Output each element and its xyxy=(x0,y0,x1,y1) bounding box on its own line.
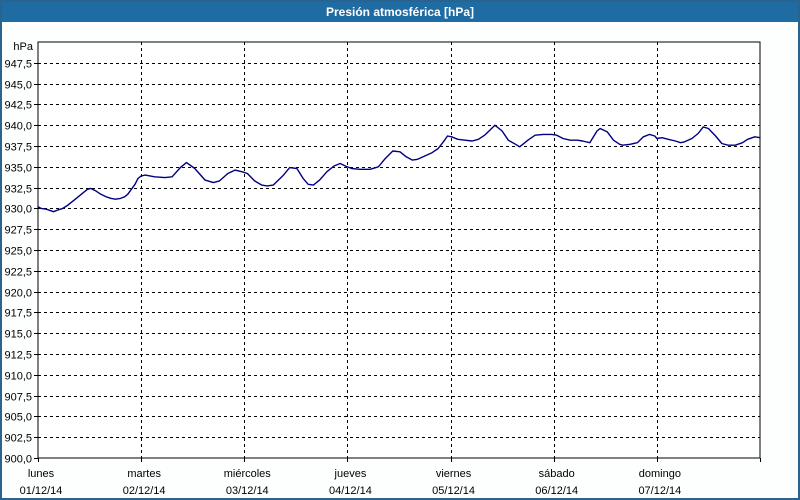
y-tick-label: 907,5 xyxy=(4,392,32,404)
y-tick-label: 925,0 xyxy=(4,246,32,258)
y-tick-label: 945,0 xyxy=(4,80,32,92)
y-tick-label: 910,0 xyxy=(4,371,32,383)
y-tick-label: 932,5 xyxy=(4,184,32,196)
x-tick-date-label: 02/12/14 xyxy=(123,485,166,497)
y-tick-label: 927,5 xyxy=(4,225,32,237)
x-tick-day-label: sábado xyxy=(539,468,575,480)
y-axis-unit-label: hPa xyxy=(13,41,33,53)
x-tick-date-label: 04/12/14 xyxy=(329,485,372,497)
pressure-line xyxy=(37,124,761,213)
y-tick-label: 930,0 xyxy=(4,204,32,216)
y-tick-label: 935,0 xyxy=(4,163,32,175)
y-tick-label: 905,0 xyxy=(4,412,32,424)
y-tick-label: 915,0 xyxy=(4,329,32,341)
y-tick-label: 920,0 xyxy=(4,288,32,300)
y-tick-label: 900,0 xyxy=(4,454,32,466)
chart-title: Presión atmosférica [hPa] xyxy=(325,5,475,19)
x-tick-date-label: 05/12/14 xyxy=(432,485,475,497)
x-tick-date-label: 03/12/14 xyxy=(226,485,269,497)
y-tick-label: 937,5 xyxy=(4,142,32,154)
x-tick-day-label: martes xyxy=(127,468,161,480)
x-tick-day-label: viernes xyxy=(436,468,472,480)
x-tick-date-label: 07/12/14 xyxy=(638,485,681,497)
y-tick-label: 902,5 xyxy=(4,433,32,445)
y-tick-label: 940,0 xyxy=(4,121,32,133)
x-tick-day-label: domingo xyxy=(639,468,681,480)
y-tick-label: 947,5 xyxy=(4,59,32,71)
x-tick-day-label: miércoles xyxy=(224,468,272,480)
y-tick-label: 917,5 xyxy=(4,308,32,320)
x-tick-day-label: lunes xyxy=(28,468,55,480)
y-tick-label: 942,5 xyxy=(4,100,32,112)
x-tick-day-label: jueves xyxy=(334,468,367,480)
y-tick-label: 922,5 xyxy=(4,267,32,279)
y-tick-label: 912,5 xyxy=(4,350,32,362)
x-tick-date-label: 06/12/14 xyxy=(535,485,578,497)
chart-title-bar: Presión atmosférica [hPa] xyxy=(2,2,798,22)
x-tick-date-label: 01/12/14 xyxy=(20,485,63,497)
